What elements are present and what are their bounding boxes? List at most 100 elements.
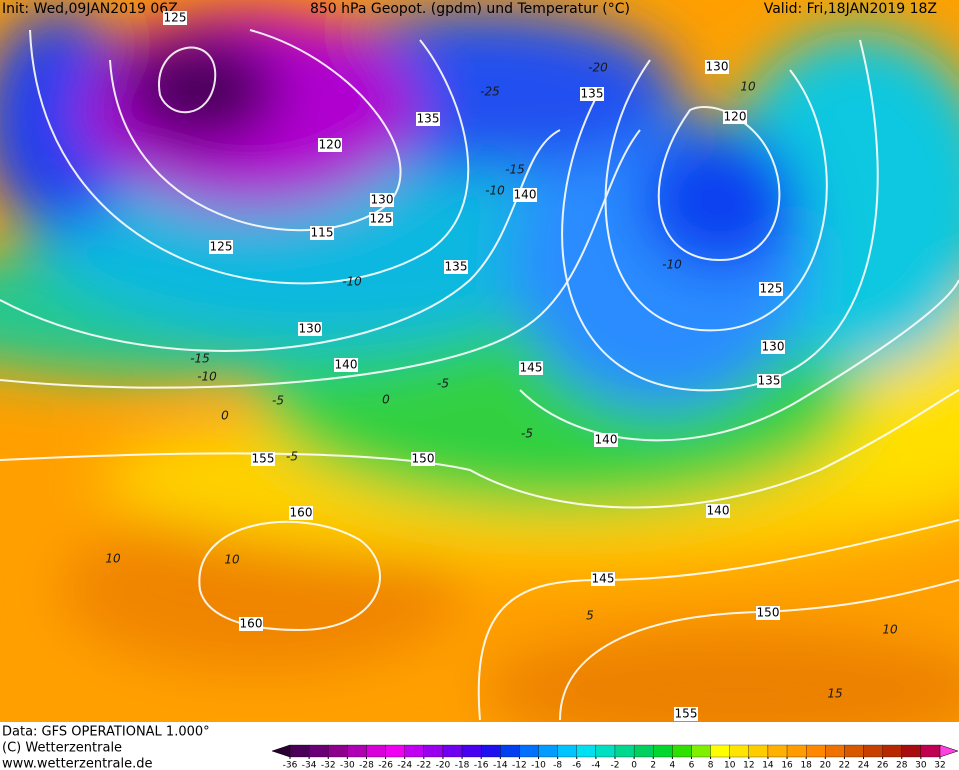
temperature-label: 10 [740, 80, 756, 94]
colorbar-label: -28 [359, 761, 374, 770]
label-box [209, 240, 233, 254]
colorbar-end [939, 744, 959, 758]
colorbar-swatch [844, 744, 864, 758]
geopotential-label: 140 [335, 358, 358, 372]
colorbar-swatch [576, 744, 597, 758]
colorbar-swatch [423, 744, 444, 758]
label-box [723, 110, 747, 124]
geopotential-label: 135 [758, 374, 781, 388]
label-box [444, 260, 468, 274]
colorbar-swatch [289, 744, 310, 758]
label-box [757, 374, 781, 388]
colorbar-label: -22 [416, 761, 431, 770]
contour [158, 46, 217, 114]
label-box [334, 358, 358, 372]
colorbar-swatch [366, 744, 386, 758]
colorbar-swatch [729, 744, 749, 758]
colorbar-label: 6 [689, 761, 695, 770]
label-box [513, 188, 537, 202]
colorbar-label: 24 [858, 761, 870, 770]
colorbar-label: 4 [669, 761, 675, 770]
geopotential-label: 145 [520, 361, 543, 375]
colorbar-swatch [806, 744, 826, 758]
geopotential-label: 125 [370, 212, 393, 226]
colorbar-swatch [882, 744, 902, 758]
colorbar-label: -10 [531, 761, 546, 770]
geopotential-label: 120 [319, 138, 342, 152]
geopotential-label: 140 [707, 504, 730, 518]
geopotential-label: 140 [595, 433, 618, 447]
geopotential-label: 150 [412, 452, 435, 466]
geopotential-label: 145 [592, 572, 615, 586]
init-time: Init: Wed,09JAN2019 06Z [2, 1, 178, 17]
colorbar-swatch [500, 744, 520, 758]
label-box [759, 282, 783, 296]
geopotential-label: 140 [514, 188, 537, 202]
label-box [706, 504, 730, 518]
data-source: Data: GFS OPERATIONAL 1.000° [2, 725, 210, 740]
map-area [0, 0, 959, 722]
colorbar-label: -24 [397, 761, 412, 770]
geopotential-label: 115 [311, 226, 334, 240]
colorbar-label: -2 [611, 761, 620, 770]
colorbar-label: 26 [877, 761, 889, 770]
geopotential-label: 155 [252, 452, 275, 466]
label-box [251, 452, 275, 466]
label-box [369, 212, 393, 226]
colorbar-label: 2 [650, 761, 656, 770]
colorbar-label: -34 [302, 761, 317, 770]
label-box [318, 138, 342, 152]
colorbar-swatch [308, 744, 329, 758]
temperature-label: -5 [521, 427, 533, 441]
geopotential-label: 150 [757, 606, 780, 620]
colorbar-swatch [672, 744, 692, 758]
colorbar-label: 12 [743, 761, 754, 770]
label-box [310, 226, 334, 240]
geopotential-label: 160 [290, 506, 313, 520]
label-box [580, 87, 604, 101]
contour [519, 279, 959, 442]
field-warm [480, 630, 959, 722]
geopotential-label: 130 [762, 340, 785, 354]
field-darkpurple [120, 35, 280, 145]
colorbar-label: -30 [340, 761, 355, 770]
copyright: (C) Wetterzentrale [2, 741, 122, 756]
contour [198, 520, 381, 632]
label-box [756, 606, 780, 620]
label-box [289, 506, 313, 520]
colorbar-label: 20 [820, 761, 832, 770]
colorbar-label: 28 [896, 761, 908, 770]
colorbar-label: -26 [378, 761, 393, 770]
colorbar-label: -16 [474, 761, 489, 770]
colorbar-label: 0 [631, 761, 637, 770]
geopotential-label: 125 [210, 240, 233, 254]
label-box [411, 452, 435, 466]
label-box [298, 322, 322, 336]
colorbar-label: 32 [934, 761, 945, 770]
temperature-label: 15 [827, 687, 842, 701]
contour [0, 129, 641, 389]
colorbar-swatch [767, 744, 788, 758]
colorbar-label: 16 [781, 761, 793, 770]
contour [477, 519, 959, 721]
temperature-label: -10 [485, 184, 505, 198]
colorbar-swatch [328, 744, 348, 758]
colorbar-swatch [481, 744, 501, 758]
colorbar-swatch [691, 744, 711, 758]
temperature-label: -15 [505, 163, 525, 177]
temperature-label: -10 [342, 275, 362, 289]
label-box [705, 60, 729, 74]
colorbar-swatch [920, 744, 941, 758]
temperature-label: -5 [286, 450, 298, 464]
colorbar-swatch [404, 744, 424, 758]
geopotential-label: 155 [675, 707, 698, 721]
label-box [594, 433, 618, 447]
colorbar-swatch [557, 744, 577, 758]
temperature-label: 10 [224, 553, 240, 567]
geopotential-label: 135 [445, 260, 468, 274]
temperature-label: 5 [586, 609, 594, 623]
colorbar-label: -12 [512, 761, 527, 770]
contour [29, 29, 470, 285]
temperature-label: -10 [662, 258, 682, 272]
